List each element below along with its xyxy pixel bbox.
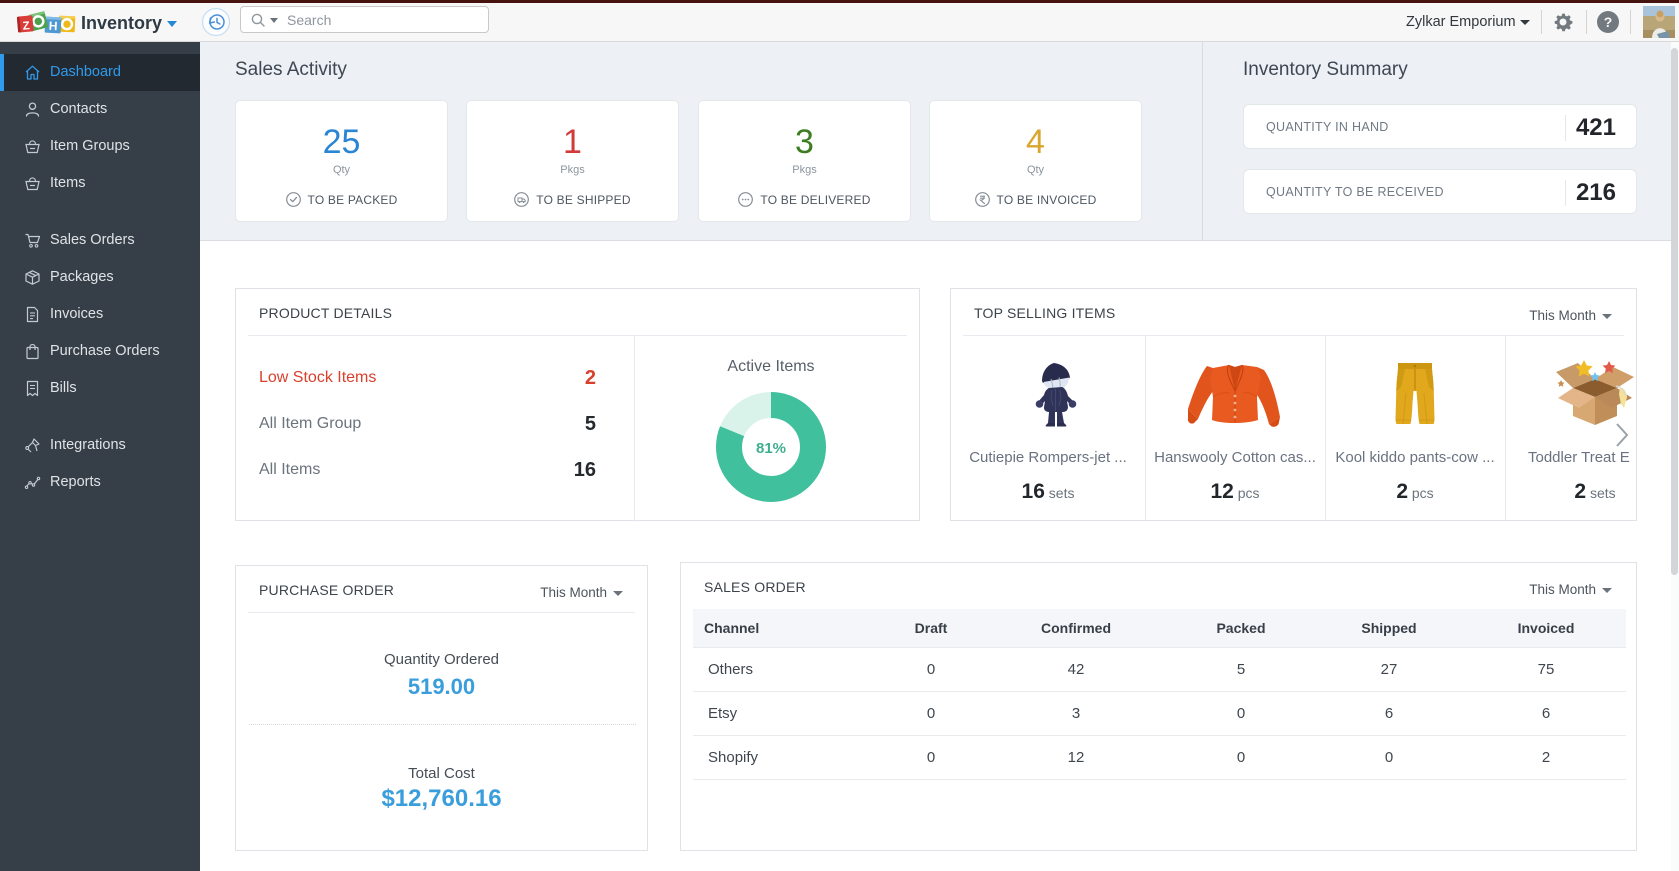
svg-text:81%: 81% [756, 440, 786, 457]
svg-text:?: ? [1604, 14, 1613, 30]
svg-text:Z: Z [22, 20, 30, 33]
svg-text:H: H [48, 19, 57, 33]
